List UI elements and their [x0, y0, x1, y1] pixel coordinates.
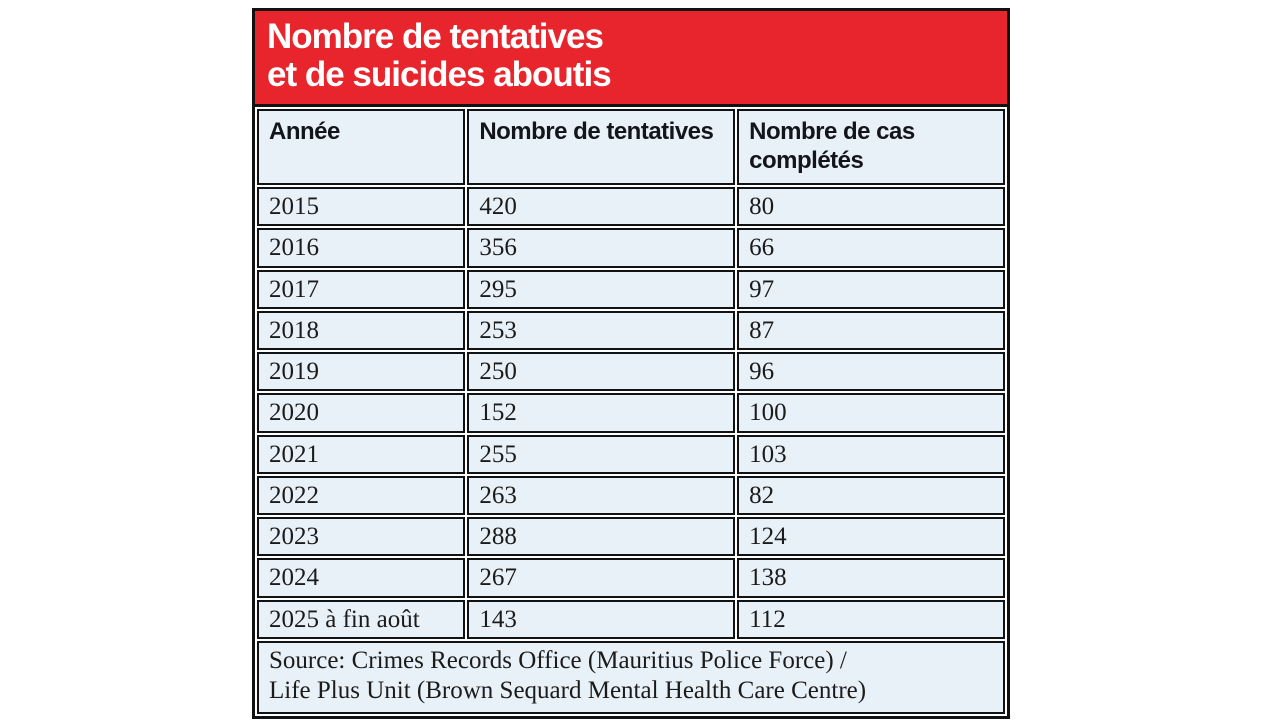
- table-row: 2018 253 87: [257, 310, 1005, 351]
- table-body: 2015 420 80 2016 356 66 2017 295 97 2018 253 87 2019…: [257, 187, 1005, 639]
- source-row: Source: Crimes Records Office (Mauritius…: [257, 640, 1005, 714]
- infographic-panel: Nombre de tentatives et de suicides abou…: [252, 8, 1010, 719]
- tentatives-cell: 288: [467, 517, 736, 557]
- column-header-annee: Année: [257, 108, 466, 186]
- year-cell: 2017: [257, 269, 466, 309]
- year-cell: 2019: [257, 352, 466, 392]
- table-row: 2017 295 97: [257, 269, 1005, 309]
- table-row: 2022 263 82: [257, 475, 1005, 516]
- tentatives-cell: 356: [467, 228, 736, 268]
- tentatives-cell: 263: [467, 475, 736, 516]
- year-cell: 2023: [257, 517, 466, 557]
- year-cell: 2016: [257, 228, 466, 268]
- table-row: 2024 267 138: [257, 558, 1005, 598]
- table-row: 2020 152 100: [257, 393, 1005, 433]
- year-cell: 2024: [257, 558, 466, 598]
- table-row: 2021 255 103: [257, 434, 1005, 474]
- cas-completes-cell: 138: [737, 558, 1005, 598]
- cas-completes-cell: 96: [737, 352, 1005, 392]
- infographic-title: Nombre de tentatives et de suicides abou…: [255, 11, 1007, 107]
- cas-completes-cell: 124: [737, 517, 1005, 557]
- year-cell: 2022: [257, 475, 466, 516]
- cas-completes-cell: 87: [737, 310, 1005, 351]
- cas-completes-cell: 66: [737, 228, 1005, 268]
- title-line-1: Nombre de tentatives: [267, 17, 604, 56]
- cas-completes-cell: 80: [737, 187, 1005, 227]
- header-row: Année Nombre de tentatives Nombre de cas…: [257, 108, 1005, 186]
- table-row: 2025 à fin août 143 112: [257, 599, 1005, 639]
- column-header-tentatives: Nombre de tentatives: [467, 108, 736, 186]
- cas-completes-cell: 82: [737, 475, 1005, 516]
- cas-completes-cell: 112: [737, 599, 1005, 639]
- column-header-cas-completes: Nombre de cas complétés: [737, 108, 1005, 186]
- year-cell: 2021: [257, 434, 466, 474]
- year-cell: 2018: [257, 310, 466, 351]
- tentatives-cell: 143: [467, 599, 736, 639]
- tentatives-cell: 255: [467, 434, 736, 474]
- source-line-2: Life Plus Unit (Brown Sequard Mental Hea…: [269, 677, 867, 705]
- statistics-table: Année Nombre de tentatives Nombre de cas…: [255, 106, 1007, 716]
- year-cell: 2020: [257, 393, 466, 433]
- table-row: 2016 356 66: [257, 228, 1005, 268]
- table-row: 2023 288 124: [257, 517, 1005, 557]
- tentatives-cell: 250: [467, 352, 736, 392]
- tentatives-cell: 253: [467, 310, 736, 351]
- cas-completes-cell: 97: [737, 269, 1005, 309]
- source-note: Source: Crimes Records Office (Mauritius…: [257, 640, 1005, 714]
- title-line-2: et de suicides aboutis: [267, 54, 612, 94]
- table-row: 2019 250 96: [257, 352, 1005, 392]
- year-cell: 2025 à fin août: [257, 599, 466, 639]
- cas-completes-cell: 103: [737, 434, 1005, 474]
- tentatives-cell: 152: [467, 393, 736, 433]
- table-row: 2015 420 80: [257, 187, 1005, 227]
- source-line-1: Source: Crimes Records Office (Mauritius…: [269, 646, 847, 674]
- year-cell: 2015: [257, 187, 466, 227]
- tentatives-cell: 420: [467, 187, 736, 227]
- cas-completes-cell: 100: [737, 393, 1005, 433]
- tentatives-cell: 267: [467, 558, 736, 598]
- tentatives-cell: 295: [467, 269, 736, 309]
